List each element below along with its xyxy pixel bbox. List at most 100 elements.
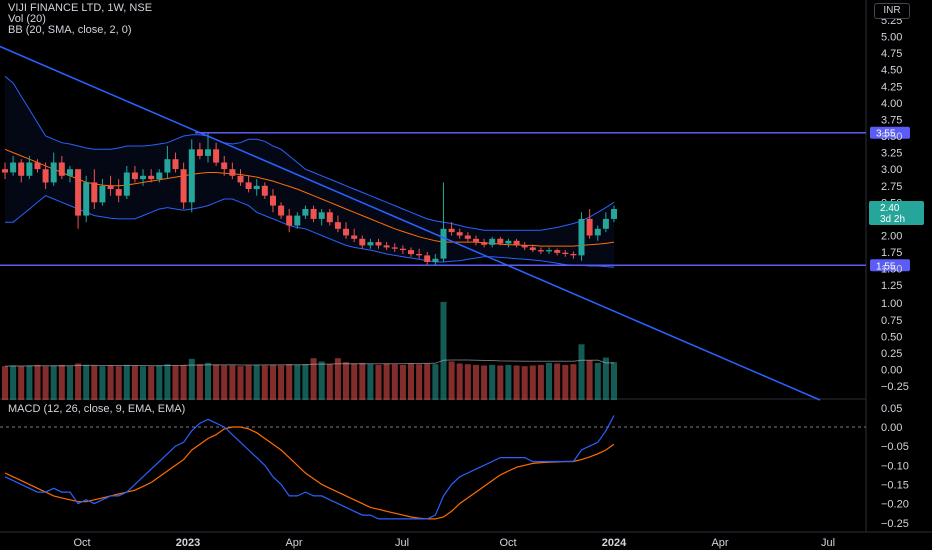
volume-bar — [196, 364, 203, 400]
volume-bar — [2, 366, 8, 400]
volume-bar — [505, 364, 512, 400]
candle-body — [391, 247, 398, 249]
candle-body — [562, 252, 569, 254]
macd-tick-label: −0.25 — [881, 518, 909, 530]
candle-body — [416, 254, 423, 256]
volume-bar — [383, 363, 390, 400]
candle-body — [602, 218, 609, 229]
volume-bar — [432, 364, 439, 400]
last-price-tag — [869, 201, 924, 225]
candle-body — [424, 255, 431, 262]
symbol-legend[interactable]: VIJI FINANCE LTD, 1W, NSE — [8, 2, 152, 15]
volume-tick-label: 0.00 — [881, 365, 902, 377]
volume-bar — [18, 366, 25, 400]
candle-body — [34, 162, 41, 170]
volume-bar — [180, 364, 187, 400]
candle-body — [594, 228, 601, 236]
trend-line — [0, 45, 821, 401]
volume-bar — [367, 364, 374, 400]
candle-body — [196, 149, 203, 156]
candle-body — [188, 149, 195, 203]
macd-pane — [0, 415, 866, 520]
volume-bar — [602, 357, 609, 400]
volume-bar — [172, 365, 179, 400]
volume-tick-label: 0.25 — [881, 348, 902, 360]
drawing-lines[interactable] — [0, 45, 866, 401]
price-tick-label: 3.25 — [881, 148, 902, 160]
volume-bar — [148, 366, 155, 400]
candle-body — [464, 235, 471, 239]
volume-bar — [611, 362, 617, 400]
volume-legend[interactable]: Vol (20) — [8, 13, 46, 26]
volume-bar — [42, 366, 49, 400]
volume-bar — [464, 364, 471, 400]
time-tick-label: Apr — [711, 537, 728, 549]
candle-body — [50, 162, 57, 183]
bb-legend[interactable]: BB (20, SMA, close, 2, 0) — [8, 24, 132, 37]
time-axis[interactable]: Oct 2023 Apr Jul Oct 2024 Apr Jul — [73, 537, 835, 549]
candle-body — [529, 247, 536, 251]
candle-body — [383, 245, 390, 248]
price-axis[interactable]: 3.551.555.255.004.754.504.254.003.753.50… — [869, 15, 924, 530]
volume-bar — [554, 363, 561, 400]
volume-bar — [375, 364, 382, 400]
candle-body — [164, 159, 171, 173]
price-tick-label: 1.75 — [881, 247, 902, 259]
volume-bar — [497, 365, 504, 400]
candle-body — [270, 195, 276, 206]
volume-bar — [334, 358, 341, 400]
candle-body — [10, 162, 17, 173]
macd-tick-label: 0.00 — [881, 422, 902, 434]
candle-body — [42, 169, 49, 183]
volume-bar — [351, 363, 358, 400]
candle-body — [123, 172, 130, 196]
candle-body — [245, 182, 252, 189]
candle-body — [554, 250, 561, 253]
volume-bar — [261, 365, 268, 400]
volume-bar — [294, 364, 301, 400]
volume-bar — [75, 363, 82, 400]
price-tick-label: 4.25 — [881, 81, 902, 93]
candle-body — [2, 169, 8, 173]
candle-body — [310, 209, 317, 219]
volume-bar — [67, 366, 73, 400]
macd-tick-label: −0.10 — [881, 460, 909, 472]
candle-body — [221, 162, 228, 170]
candle-body — [375, 242, 382, 246]
price-tick-label: 4.75 — [881, 48, 902, 60]
volume-bar — [245, 365, 252, 400]
volume-tick-label: 1.00 — [881, 298, 902, 310]
candle-body — [481, 242, 488, 245]
macd-legend[interactable]: MACD (12, 26, close, 9, EMA, EMA) — [8, 403, 185, 416]
candle-body — [67, 169, 73, 176]
candle-body — [58, 162, 65, 176]
volume-bar — [213, 364, 220, 400]
candle-body — [326, 212, 333, 223]
volume-bar — [481, 365, 488, 400]
volume-bar — [578, 344, 585, 400]
macd-line — [4, 415, 615, 520]
volume-bar — [537, 364, 544, 400]
time-tick-label: 2024 — [602, 537, 627, 549]
level-price-label: 3.55 — [876, 129, 896, 140]
volume-ma-line — [4, 359, 614, 367]
candle-body — [334, 222, 341, 229]
volume-bar — [26, 365, 33, 400]
bb-fill — [5, 76, 614, 268]
volume-bar — [456, 363, 463, 400]
candle-body — [399, 248, 406, 250]
bb-lower-line — [5, 195, 615, 268]
currency-button[interactable]: INR — [874, 3, 910, 19]
volume-bar — [448, 361, 455, 400]
candle-body — [367, 242, 374, 246]
candle-body — [18, 162, 25, 176]
volume-bar — [115, 366, 122, 400]
volume-bar — [399, 364, 406, 400]
candlestick-series — [2, 132, 617, 266]
volume-bar — [131, 365, 138, 400]
candle-body — [448, 228, 455, 233]
volume-bar — [391, 364, 398, 400]
candle-body — [148, 175, 155, 180]
candle-body — [172, 159, 179, 170]
